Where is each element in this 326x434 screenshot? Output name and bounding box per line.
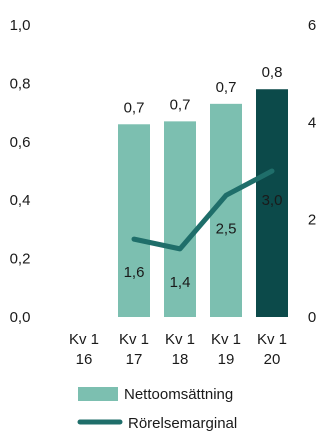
x-tick-label: Kv 1 17	[119, 331, 149, 368]
line-value-label: 1,4	[170, 274, 191, 291]
x-tick-label: Kv 1 19	[211, 331, 241, 368]
y-right-tick-label: 6	[308, 17, 316, 34]
line-value-label: 3,0	[262, 192, 283, 209]
bar-value-label: 0,7	[170, 96, 191, 113]
y-left-tick-label: 0,0	[10, 309, 31, 326]
bar-value-label: 0,7	[124, 99, 145, 116]
legend-swatch-bar	[78, 387, 118, 401]
y-left-tick-label: 0,2	[10, 251, 31, 268]
line-path	[134, 171, 272, 249]
y-right-tick-label: 4	[308, 114, 316, 131]
x-tick-label: Kv 1 16	[69, 331, 99, 368]
bar-value-label: 0,8	[262, 64, 283, 81]
y-left-tick-label: 0,8	[10, 75, 31, 92]
y-left-tick-label: 0,4	[10, 192, 31, 209]
y-left-tick-label: 1,0	[10, 17, 31, 34]
bar-value-label: 0,7	[216, 79, 237, 96]
x-tick-label: Kv 1 20	[257, 331, 287, 368]
x-tick-label: Kv 1 18	[165, 331, 195, 368]
y-right-tick-label: 0	[308, 309, 316, 326]
legend-label: Rörelsemarginal	[128, 415, 237, 432]
legend-label: Nettoomsättning	[124, 386, 233, 403]
line-value-label: 2,5	[216, 220, 237, 237]
y-left-tick-label: 0,6	[10, 134, 31, 151]
y-left-axis: 0,0 0,2 0,4 0,6 0,8 1,0	[10, 17, 31, 326]
x-axis: Kv 1 16 Kv 1 17 Kv 1 18 Kv 1 19 Kv 1 20	[69, 331, 287, 368]
y-right-axis: 0 2 4 6	[308, 17, 316, 326]
y-right-tick-label: 2	[308, 212, 316, 229]
legend: Nettoomsättning Rörelsemarginal	[78, 386, 237, 432]
line-value-label: 1,6	[124, 264, 145, 281]
bar	[118, 124, 150, 317]
